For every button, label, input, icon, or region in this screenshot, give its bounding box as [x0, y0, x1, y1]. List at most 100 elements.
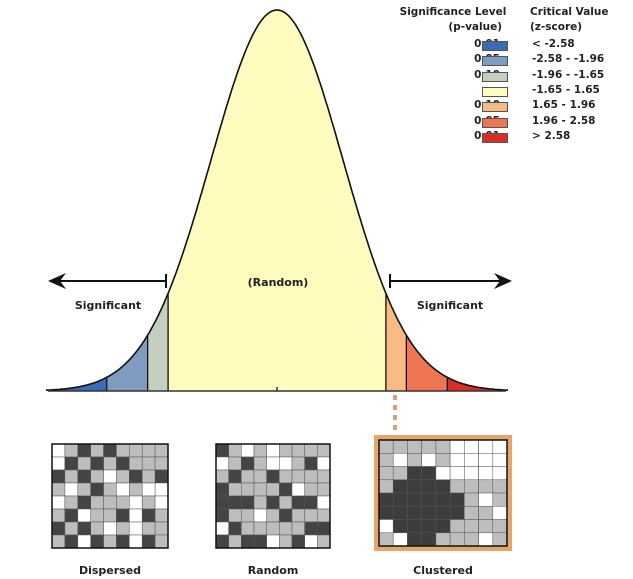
- map-polygon: [215, 469, 229, 484]
- map-polygon: [291, 534, 305, 549]
- map-polygon: [421, 506, 437, 520]
- map-polygon: [378, 532, 394, 547]
- map-polygon: [116, 521, 130, 536]
- map-polygon: [478, 519, 494, 534]
- curve-regions: [46, 10, 508, 391]
- map-polygon: [492, 439, 508, 454]
- map-polygon: [435, 439, 451, 454]
- legend-z-range: < -2.58: [532, 38, 575, 50]
- map-polygon: [378, 453, 394, 467]
- map-polygon: [464, 519, 479, 534]
- map-polygon: [407, 453, 422, 467]
- map-polygon: [154, 508, 169, 523]
- normal-curve: [45, 9, 509, 391]
- map-polygon: [279, 508, 293, 523]
- map-polygon: [435, 492, 451, 507]
- legend-significance-header: Significance Level (p-value): [398, 5, 516, 35]
- map-polygon: [154, 469, 169, 484]
- map-polygon: [116, 534, 130, 549]
- map-polygon: [304, 482, 318, 497]
- map-polygon: [154, 456, 169, 471]
- map-polygon: [116, 469, 130, 484]
- map-polygon: [478, 492, 494, 507]
- map-polygon: [464, 439, 479, 454]
- map-polygon: [435, 532, 451, 547]
- legend-swatch: [482, 41, 508, 51]
- map-polygon: [279, 521, 293, 536]
- map-polygon: [304, 495, 318, 510]
- map-polygon: [215, 521, 229, 536]
- map-polygon: [215, 508, 229, 523]
- map-polygon: [407, 519, 422, 534]
- map-polygon: [279, 534, 293, 549]
- map-polygon: [253, 508, 267, 523]
- legend-swatch: [482, 132, 508, 143]
- map-polygon: [51, 482, 66, 497]
- map-polygon: [90, 482, 104, 497]
- map-polygon: [241, 469, 255, 484]
- map-border: [51, 443, 169, 549]
- map-polygon: [449, 466, 465, 481]
- critical-subtitle: (z-score): [530, 21, 583, 33]
- curve-region: [447, 377, 508, 391]
- map-polygon: [51, 508, 66, 523]
- map-polygon: [421, 519, 437, 534]
- map-label-random: Random: [248, 564, 299, 577]
- map-polygon: [77, 469, 91, 484]
- map-polygon: [154, 534, 169, 549]
- map-polygon: [90, 443, 104, 458]
- map-polygon: [407, 479, 422, 494]
- map-polygon: [51, 443, 66, 458]
- map-polygon: [407, 439, 422, 454]
- map-polygon: [464, 479, 479, 494]
- map-polygon: [291, 482, 305, 497]
- map-polygon: [378, 519, 394, 534]
- map-polygon: [64, 495, 79, 510]
- map-polygon: [116, 443, 130, 458]
- map-polygon: [103, 443, 117, 458]
- map-polygon: [317, 534, 331, 549]
- legend-z-range: 1.65 - 1.96: [532, 99, 596, 112]
- map-polygon: [478, 532, 494, 547]
- map-polygon: [77, 456, 91, 471]
- map-polygon: [77, 482, 91, 497]
- map-polygon: [435, 479, 451, 494]
- map-polygon: [51, 456, 66, 471]
- map-polygon: [228, 482, 242, 497]
- map-polygon: [421, 453, 437, 467]
- map-polygon: [304, 469, 318, 484]
- map-polygon: [215, 443, 229, 458]
- map-polygon: [241, 534, 255, 549]
- map-polygon: [103, 456, 117, 471]
- map-polygon: [64, 482, 79, 497]
- critical-title: Critical Value: [530, 6, 609, 18]
- map-polygon: [228, 495, 242, 510]
- map-polygon: [90, 521, 104, 536]
- map-polygon: [304, 534, 318, 549]
- map-polygon: [228, 456, 242, 471]
- map-polygon: [228, 508, 242, 523]
- map-polygon: [253, 482, 267, 497]
- map-polygon: [378, 466, 394, 481]
- map-polygon: [304, 456, 318, 471]
- map-random: [215, 443, 331, 549]
- map-polygon: [279, 482, 293, 497]
- map-polygon: [449, 532, 465, 547]
- map-polygon: [228, 521, 242, 536]
- map-polygon: [492, 466, 508, 481]
- map-polygon: [51, 469, 66, 484]
- map-polygon: [304, 508, 318, 523]
- map-polygon: [421, 492, 437, 507]
- map-polygon: [253, 469, 267, 484]
- map-polygon: [317, 521, 331, 536]
- map-polygon: [291, 495, 305, 510]
- random-label: (Random): [248, 276, 309, 289]
- map-polygon: [449, 519, 465, 534]
- map-polygon: [492, 479, 508, 494]
- map-clustered: [378, 439, 508, 547]
- map-polygon: [141, 443, 156, 458]
- map-polygon: [317, 495, 331, 510]
- map-polygon: [141, 469, 156, 484]
- map-polygon: [141, 534, 156, 549]
- map-polygon: [116, 495, 130, 510]
